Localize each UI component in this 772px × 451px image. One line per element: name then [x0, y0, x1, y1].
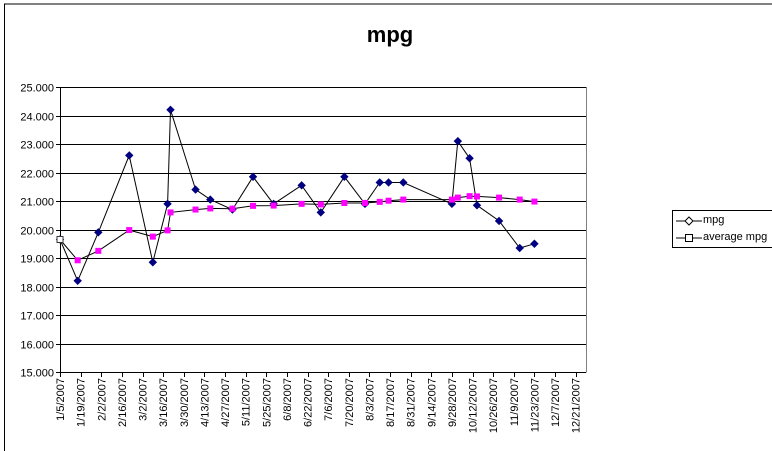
data-point-mpg [248, 172, 258, 181]
legend-item-mpg: mpg [673, 213, 772, 229]
x-tick-label: 11/23/2007 [529, 378, 541, 432]
legend-swatch-average-mpg [676, 234, 702, 242]
data-point-mpg [297, 181, 306, 190]
data-point-mpg [148, 258, 158, 267]
x-tick-label: 12/7/2007 [550, 378, 562, 427]
data-point-average-mpg [149, 233, 156, 240]
data-point-average-mpg [400, 196, 407, 203]
data-point-mpg [125, 151, 134, 160]
x-tick-label: 7/6/2007 [323, 378, 335, 421]
y-tick-label: 20.000 [20, 226, 54, 238]
data-point-mpg [494, 216, 504, 226]
x-tick-label: 4/27/2007 [220, 378, 232, 427]
data-point-mpg [515, 243, 524, 253]
data-point-average-mpg [298, 200, 305, 207]
x-tick-label: 6/8/2007 [282, 378, 294, 421]
data-point-average-mpg [531, 198, 538, 205]
x-tick-label: 4/13/2007 [199, 378, 211, 427]
x-tick-label: 9/28/2007 [447, 378, 459, 427]
chart-title: mpg [366, 22, 414, 47]
y-tick-label: 25.000 [20, 83, 54, 95]
data-point-mpg [399, 178, 408, 187]
y-tick-label: 17.000 [20, 311, 54, 323]
data-point-average-mpg [341, 199, 348, 206]
data-point-average-mpg [376, 198, 383, 205]
x-tick-label: 10/12/2007 [468, 378, 480, 433]
data-point-mpg [340, 172, 349, 181]
y-tick-label: 21.000 [20, 197, 54, 209]
data-point-mpg [530, 239, 539, 248]
data-point-average-mpg [229, 205, 236, 212]
data-point-average-mpg [385, 197, 392, 204]
data-point-mpg [191, 185, 200, 194]
y-tick-label: 19.000 [20, 254, 54, 266]
y-tick-label: 22.000 [20, 169, 54, 181]
data-point-average-mpg [95, 247, 102, 254]
data-point-mpg [472, 201, 482, 210]
x-tick-label: 3/30/2007 [179, 378, 191, 427]
y-tick-label: 15.000 [20, 368, 54, 380]
data-point-mpg [206, 195, 215, 204]
x-tick-label: 3/16/2007 [158, 378, 170, 427]
y-tick-label: 18.000 [20, 283, 54, 295]
chart-legend: mpg average mpg [672, 210, 772, 248]
data-point-average-mpg [454, 194, 461, 201]
data-point-average-mpg [250, 202, 257, 209]
x-tick-label: 8/17/2007 [385, 378, 397, 427]
data-point-average-mpg [270, 202, 277, 209]
x-tick-label: 3/2/2007 [138, 378, 150, 421]
y-tick-label: 23.000 [20, 140, 54, 152]
data-point-average-mpg [167, 209, 174, 216]
x-tick-label: 11/9/2007 [509, 378, 521, 426]
data-point-average-mpg [317, 201, 324, 208]
x-tick-label: 8/31/2007 [406, 378, 418, 427]
data-point-mpg [375, 178, 384, 187]
data-point-average-mpg [192, 206, 199, 213]
data-point-mpg [163, 199, 172, 209]
legend-swatch-mpg [676, 216, 702, 226]
data-point-average-mpg [164, 227, 171, 234]
legend-label-average-mpg: average mpg [703, 231, 768, 243]
x-tick-label: 12/21/2007 [571, 378, 583, 433]
data-point-mpg [73, 276, 82, 286]
data-point-average-mpg [361, 199, 368, 206]
data-point-mpg [94, 228, 103, 237]
legend-item-average-mpg: average mpg [673, 230, 772, 246]
data-point-mpg [465, 154, 474, 163]
data-point-average-mpg [126, 227, 133, 234]
x-tick-label: 10/26/2007 [488, 378, 500, 433]
data-point-mpg [453, 136, 463, 146]
data-point-average-mpg [448, 196, 455, 203]
x-tick-label: 1/19/2007 [76, 378, 88, 427]
x-tick-label: 8/3/2007 [364, 378, 376, 421]
data-point-average-mpg [496, 194, 503, 201]
x-tick-label: 5/11/2007 [241, 378, 253, 426]
y-tick-label: 16.000 [20, 340, 54, 352]
legend-label-mpg: mpg [703, 214, 725, 226]
x-tick-label: 7/20/2007 [344, 378, 356, 427]
x-tick-label: 6/22/2007 [303, 378, 315, 427]
data-point-average-mpg [74, 257, 81, 264]
data-point-mpg [316, 208, 325, 217]
data-point-average-mpg-first [56, 235, 64, 243]
data-point-average-mpg [473, 193, 480, 200]
x-tick-label: 9/14/2007 [426, 378, 438, 427]
x-tick-label: 1/5/2007 [55, 378, 67, 421]
x-tick-label: 5/25/2007 [261, 378, 273, 427]
data-point-mpg [384, 178, 393, 187]
data-point-average-mpg [516, 196, 523, 203]
data-point-average-mpg [207, 205, 214, 212]
series-line-mpg [59, 109, 535, 283]
x-tick-label: 2/2/2007 [96, 378, 108, 421]
data-point-mpg [166, 105, 175, 115]
y-tick-label: 24.000 [20, 112, 54, 124]
data-point-average-mpg [466, 193, 473, 200]
x-tick-label: 2/16/2007 [117, 378, 129, 427]
